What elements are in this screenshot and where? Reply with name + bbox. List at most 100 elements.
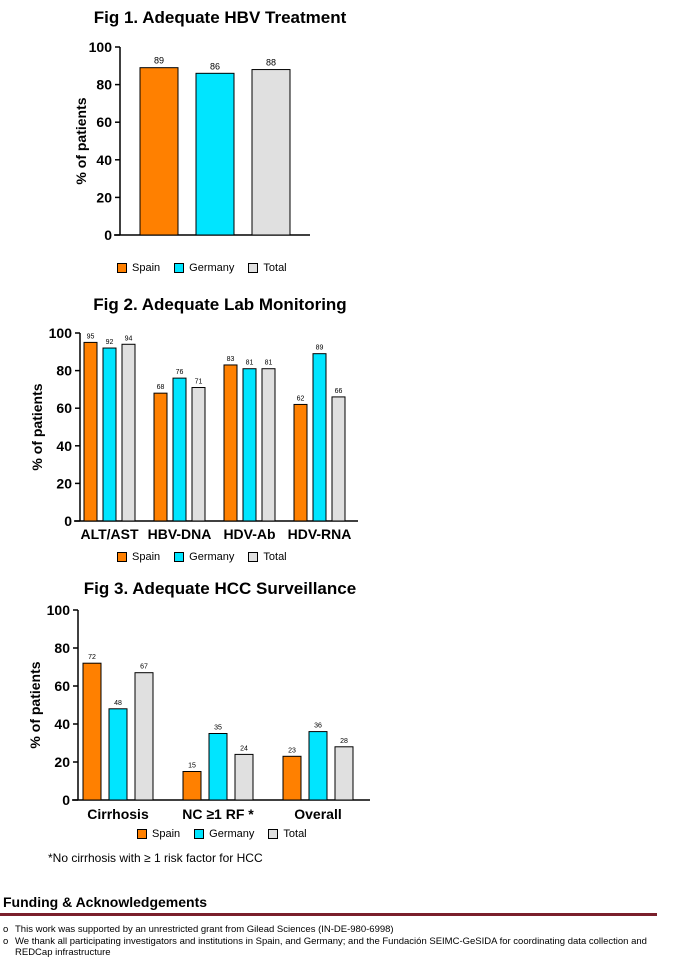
chart-plot: 0 20 40 60 80 100 % of patients 72 48 67 Cirrhosis… xyxy=(27,602,370,822)
bar-total xyxy=(134,672,154,801)
data-label: 81 xyxy=(265,360,273,367)
list-item: o We thank all participating investigato… xyxy=(3,936,663,959)
legend-swatch xyxy=(174,552,185,562)
y-axis-label: % of patients xyxy=(29,383,45,470)
legend-item-spain: Spain xyxy=(117,551,160,563)
legend-item-spain: Spain xyxy=(137,828,180,840)
y-axis-label: % of patients xyxy=(27,661,43,748)
data-label: 23 xyxy=(288,747,296,754)
legend-label: Spain xyxy=(152,828,181,840)
category-label: HDV-RNA xyxy=(288,526,352,542)
list-item: o This work was supported by an unrestri… xyxy=(3,924,663,936)
data-label: 92 xyxy=(106,339,114,346)
bar-germany xyxy=(308,731,328,801)
bar-germany xyxy=(102,347,117,522)
category-label: HDV-Ab xyxy=(223,526,275,542)
data-label: 72 xyxy=(88,654,96,661)
legend-label: Total xyxy=(263,551,287,563)
y-tick-label: 0 xyxy=(62,792,70,808)
data-label: 71 xyxy=(195,379,203,386)
legend-label: Germany xyxy=(189,551,235,563)
y-tick-label: 0 xyxy=(64,513,72,529)
chart-hbv-treatment: Fig 1. Adequate HBV Treatment 0 20 40 60 80 1… xyxy=(0,0,440,285)
data-label: 95 xyxy=(87,333,95,340)
data-label: 15 xyxy=(188,763,196,770)
y-axis-label: % of patients xyxy=(73,97,89,184)
bullet: o xyxy=(3,924,9,935)
bar-spain xyxy=(223,364,238,522)
chart-lab-monitoring: Fig 2. Adequate Lab Monitoring 0 20 40 60 80… xyxy=(0,285,440,575)
legend-label: Germany xyxy=(189,262,235,274)
data-label: 76 xyxy=(176,369,184,376)
category-label: Overall xyxy=(294,806,341,822)
data-label: 89 xyxy=(154,56,164,66)
bar-spain xyxy=(293,403,308,522)
ack-text: We thank all participating investigators… xyxy=(15,935,647,959)
category-label: HBV-DNA xyxy=(148,526,212,542)
data-label: 36 xyxy=(314,723,322,730)
bar-germany xyxy=(312,353,327,522)
chart-legend: Spain Germany Total xyxy=(137,828,321,840)
data-label: 62 xyxy=(297,395,305,402)
y-tick-label: 40 xyxy=(56,438,72,454)
bar-germany xyxy=(108,708,128,801)
y-tick-label: 20 xyxy=(56,475,72,491)
data-label: 86 xyxy=(210,61,220,71)
y-tick-label: 100 xyxy=(47,602,71,618)
y-tick-label: 80 xyxy=(54,640,70,656)
y-tick-label: 60 xyxy=(96,114,112,130)
bar-spain xyxy=(82,662,102,801)
bar-total xyxy=(191,387,206,522)
chart-title: Fig 1. Adequate HBV Treatment xyxy=(93,8,347,27)
acknowledgements-list: o This work was supported by an unrestri… xyxy=(3,924,663,959)
y-tick-label: 100 xyxy=(89,39,113,55)
data-label: 94 xyxy=(125,335,133,342)
data-label: 35 xyxy=(214,725,222,732)
legend-label: Germany xyxy=(209,828,255,840)
data-label: 24 xyxy=(240,745,248,752)
bar-germany xyxy=(195,72,235,236)
bar-germany xyxy=(208,733,228,801)
footnote: *No cirrhosis with ≥ 1 risk factor for H… xyxy=(48,851,263,865)
legend-swatch xyxy=(248,263,259,273)
legend-swatch xyxy=(268,829,279,839)
data-label: 48 xyxy=(114,700,122,707)
bar-germany xyxy=(172,377,187,522)
legend-item-total: Total xyxy=(268,828,307,840)
bar-total xyxy=(121,343,136,522)
chart-plot: 0 20 40 60 80 100 % of patients 95 92 94 ALT/AST 68… xyxy=(29,325,358,542)
data-label: 81 xyxy=(246,360,254,367)
y-tick-label: 80 xyxy=(96,77,112,93)
legend-item-germany: Germany xyxy=(174,262,234,274)
y-tick-label: 60 xyxy=(56,400,72,416)
y-tick-label: 20 xyxy=(96,189,112,205)
chart-title: Fig 3. Adequate HCC Surveillance xyxy=(83,579,357,598)
legend-item-total: Total xyxy=(248,262,287,274)
bullet: o xyxy=(3,935,9,947)
legend-swatch xyxy=(117,263,127,273)
y-tick-label: 40 xyxy=(96,152,112,168)
bar-spain xyxy=(139,67,179,236)
data-label: 68 xyxy=(157,384,165,391)
legend-swatch xyxy=(174,263,185,273)
bar-total xyxy=(234,753,254,801)
legend-label: Spain xyxy=(132,262,161,274)
bar-germany xyxy=(242,368,257,522)
chart-hcc-surveillance: Fig 3. Adequate HCC Surveillance 0 20 40 60… xyxy=(0,575,440,845)
data-label: 88 xyxy=(266,58,276,68)
data-label: 66 xyxy=(335,388,343,395)
category-label: Cirrhosis xyxy=(87,806,149,822)
bar-spain xyxy=(282,755,302,801)
legend-swatch xyxy=(248,552,259,562)
y-tick-label: 60 xyxy=(54,678,70,694)
legend-item-total: Total xyxy=(248,551,287,563)
legend-item-spain: Spain xyxy=(117,262,160,274)
data-label: 28 xyxy=(340,738,348,745)
chart-title: Fig 2. Adequate Lab Monitoring xyxy=(93,295,347,314)
bar-spain xyxy=(153,392,168,522)
y-tick-label: 80 xyxy=(56,363,72,379)
bar-spain xyxy=(182,771,202,801)
chart-legend: Spain Germany Total xyxy=(117,551,301,563)
legend-swatch xyxy=(137,829,147,839)
legend-swatch xyxy=(194,829,205,839)
